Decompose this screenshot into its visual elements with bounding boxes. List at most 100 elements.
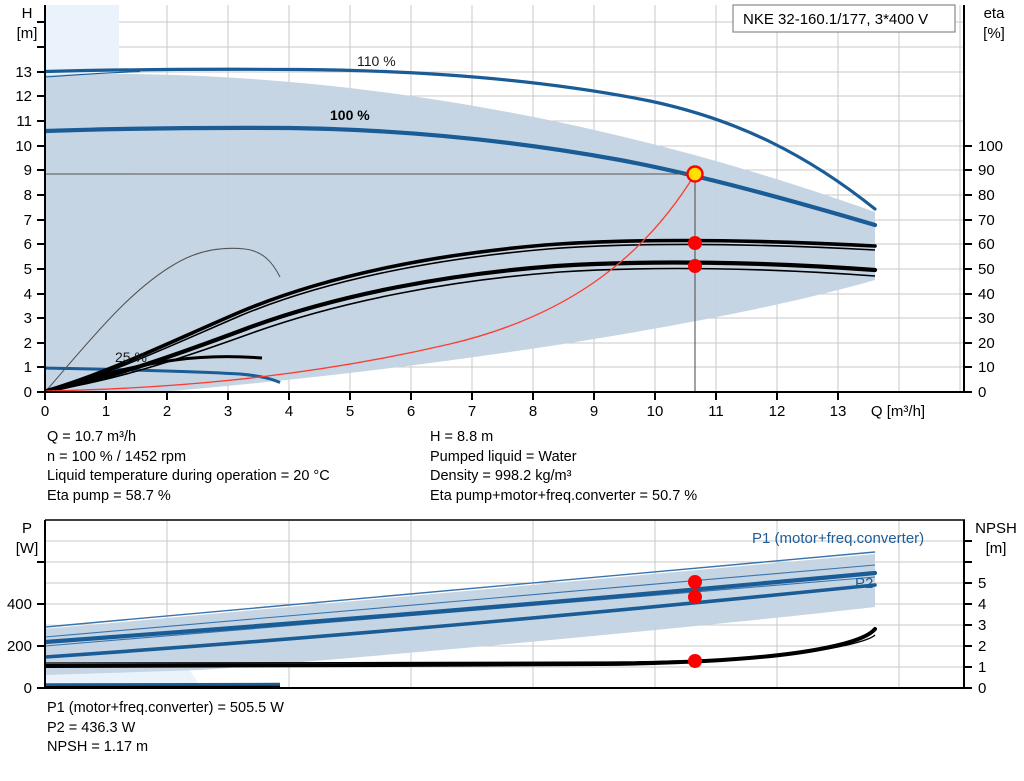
curve-head-110 [45, 67, 877, 211]
y-tick-bottom-0: 0 [24, 680, 32, 695]
info-pumped-liquid: Pumped liquid = Water [430, 448, 577, 465]
operating-envelope-top [45, 73, 875, 392]
y-tick-top-12: 12 [15, 88, 32, 105]
y2-tick-top-8: 80 [978, 187, 995, 204]
y2-tick-bottom-5: 5 [978, 575, 986, 592]
y2-tick-top-7: 70 [978, 212, 995, 229]
x-tick-top-12: 12 [769, 403, 786, 420]
series-label-p1: P1 (motor+freq.converter) [752, 530, 924, 547]
curve-eta-pump-band [45, 243, 876, 392]
x-tick-top-0: 0 [41, 403, 49, 420]
title-box-label: NKE 32-160.1/177, 3*400 V [743, 11, 928, 28]
annotation-100-percent: 100 % [330, 107, 370, 123]
info-p2: P2 = 436.3 W [47, 719, 136, 736]
x-tick-top-2: 2 [163, 403, 171, 420]
info-eta-total: Eta pump+motor+freq.converter = 50.7 % [430, 487, 698, 504]
y2-tick-bottom-2: 2 [978, 638, 986, 655]
y-axis-title-top: H [22, 5, 33, 22]
y-axis-unit-bottom: [W] [16, 540, 39, 557]
annotation-110-percent: 110 % [357, 53, 396, 69]
info-p1: P1 (motor+freq.converter) = 505.5 W [47, 700, 284, 716]
marker-eta-pump[interactable] [688, 236, 702, 250]
y-tick-top-7: 7 [24, 212, 32, 229]
info-q: Q = 10.7 m³/h [47, 429, 137, 445]
y-axis-left-bottom: 0 200 400 [7, 561, 45, 695]
y-tick-top-8: 8 [24, 187, 32, 204]
curve-system-red [45, 173, 696, 392]
marker-npsh[interactable] [688, 654, 702, 668]
y2-tick-top-10: 100 [978, 138, 1003, 155]
y-axis-right-bottom: 0 1 2 3 4 5 [964, 540, 986, 695]
y-tick-top-6: 6 [24, 236, 32, 253]
y-tick-bottom-2: 400 [7, 596, 32, 613]
head-efficiency-chart: 0 1 2 3 4 5 6 7 8 9 10 11 12 13 [15, 4, 1006, 420]
y2-tick-bottom-1: 1 [978, 659, 986, 676]
info-temperature: Liquid temperature during operation = 20… [47, 468, 330, 484]
curve-eta-total [45, 260, 878, 392]
y-tick-top-3: 3 [24, 310, 32, 327]
marker-p1[interactable] [688, 575, 702, 589]
curve-head-100-tail [45, 128, 136, 133]
curve-band-line-a [45, 564, 876, 638]
curve-eta-pump [45, 238, 877, 392]
y-tick-bottom-1: 200 [7, 638, 32, 655]
info-block-bottom: P1 (motor+freq.converter) = 505.5 W P2 =… [47, 699, 284, 758]
envelope-light-top [45, 5, 119, 75]
x-tick-top-5: 5 [346, 403, 354, 420]
marker-p2[interactable] [688, 590, 702, 604]
x-tick-top-11: 11 [708, 403, 724, 420]
x-tick-top-9: 9 [590, 403, 598, 420]
y-axis-unit-top: [m] [17, 25, 38, 42]
y-tick-top-10: 10 [15, 138, 32, 155]
x-axis-title-top: Q [m³/h] [871, 403, 925, 420]
x-axis-top: 0 1 2 3 4 5 6 7 8 9 10 11 12 13 Q [m³/h] [41, 392, 925, 420]
curve-eta-lowspeed [45, 247, 281, 392]
y2-tick-top-6: 60 [978, 236, 995, 253]
y-tick-top-0: 0 [24, 384, 32, 401]
marker-duty-point[interactable] [686, 165, 704, 183]
y2-tick-top-9: 90 [978, 162, 995, 179]
curve-head-100 [45, 125, 878, 228]
power-npsh-chart: 0 200 400 0 1 2 3 4 5 P [ [0, 515, 1024, 695]
x-tick-top-4: 4 [285, 403, 293, 420]
y-tick-top-13: 13 [15, 64, 32, 81]
info-speed: n = 100 % / 1452 rpm [47, 448, 187, 465]
curve-head-25 [45, 366, 281, 384]
curve-p1-upper-envelope [45, 551, 876, 628]
curve-npsh-thin [45, 634, 876, 664]
y2-tick-top-2: 20 [978, 335, 995, 352]
y-tick-top-9: 9 [24, 162, 32, 179]
curve-eta-total-band [45, 267, 876, 392]
y2-tick-bottom-3: 3 [978, 617, 986, 634]
x-tick-top-8: 8 [529, 403, 537, 420]
marker-eta-total[interactable] [688, 259, 702, 273]
y2-tick-top-0: 0 [978, 384, 986, 401]
y-tick-top-1: 1 [24, 359, 32, 376]
y2-axis-unit-top: [%] [983, 25, 1005, 42]
annotation-25-percent: 25 % [115, 349, 147, 365]
y2-tick-top-1: 10 [978, 359, 995, 376]
y2-tick-top-4: 40 [978, 286, 995, 303]
y-axis-right-top: 0 10 20 30 40 50 60 70 80 90 100 [964, 138, 1003, 401]
curve-power-25 [45, 682, 281, 687]
info-density: Density = 998.2 kg/m³ [430, 468, 572, 484]
y2-tick-bottom-0: 0 [978, 680, 986, 695]
curve-p2 [45, 583, 877, 659]
y2-axis-title-top: eta [984, 5, 1006, 22]
curve-eta-25 [45, 355, 263, 392]
y-tick-top-4: 4 [24, 286, 32, 303]
power-npsh-svg: 0 200 400 0 1 2 3 4 5 P [ [7, 519, 1017, 695]
curve-head-110-tail [45, 71, 141, 78]
y2-tick-top-3: 30 [978, 310, 995, 327]
x-tick-top-7: 7 [468, 403, 476, 420]
y-axis-title-bottom: P [22, 520, 32, 537]
y2-tick-top-5: 50 [978, 261, 995, 278]
title-box: NKE 32-160.1/177, 3*400 V [732, 4, 956, 33]
curve-npsh [45, 627, 877, 668]
y-tick-top-5: 5 [24, 261, 32, 278]
x-tick-top-1: 1 [102, 403, 110, 420]
y2-axis-title-bottom: NPSH [975, 520, 1017, 537]
operating-envelope-bottom [45, 554, 875, 675]
info-block-right: H = 8.8 m Pumped liquid = Water Density … [430, 428, 697, 506]
